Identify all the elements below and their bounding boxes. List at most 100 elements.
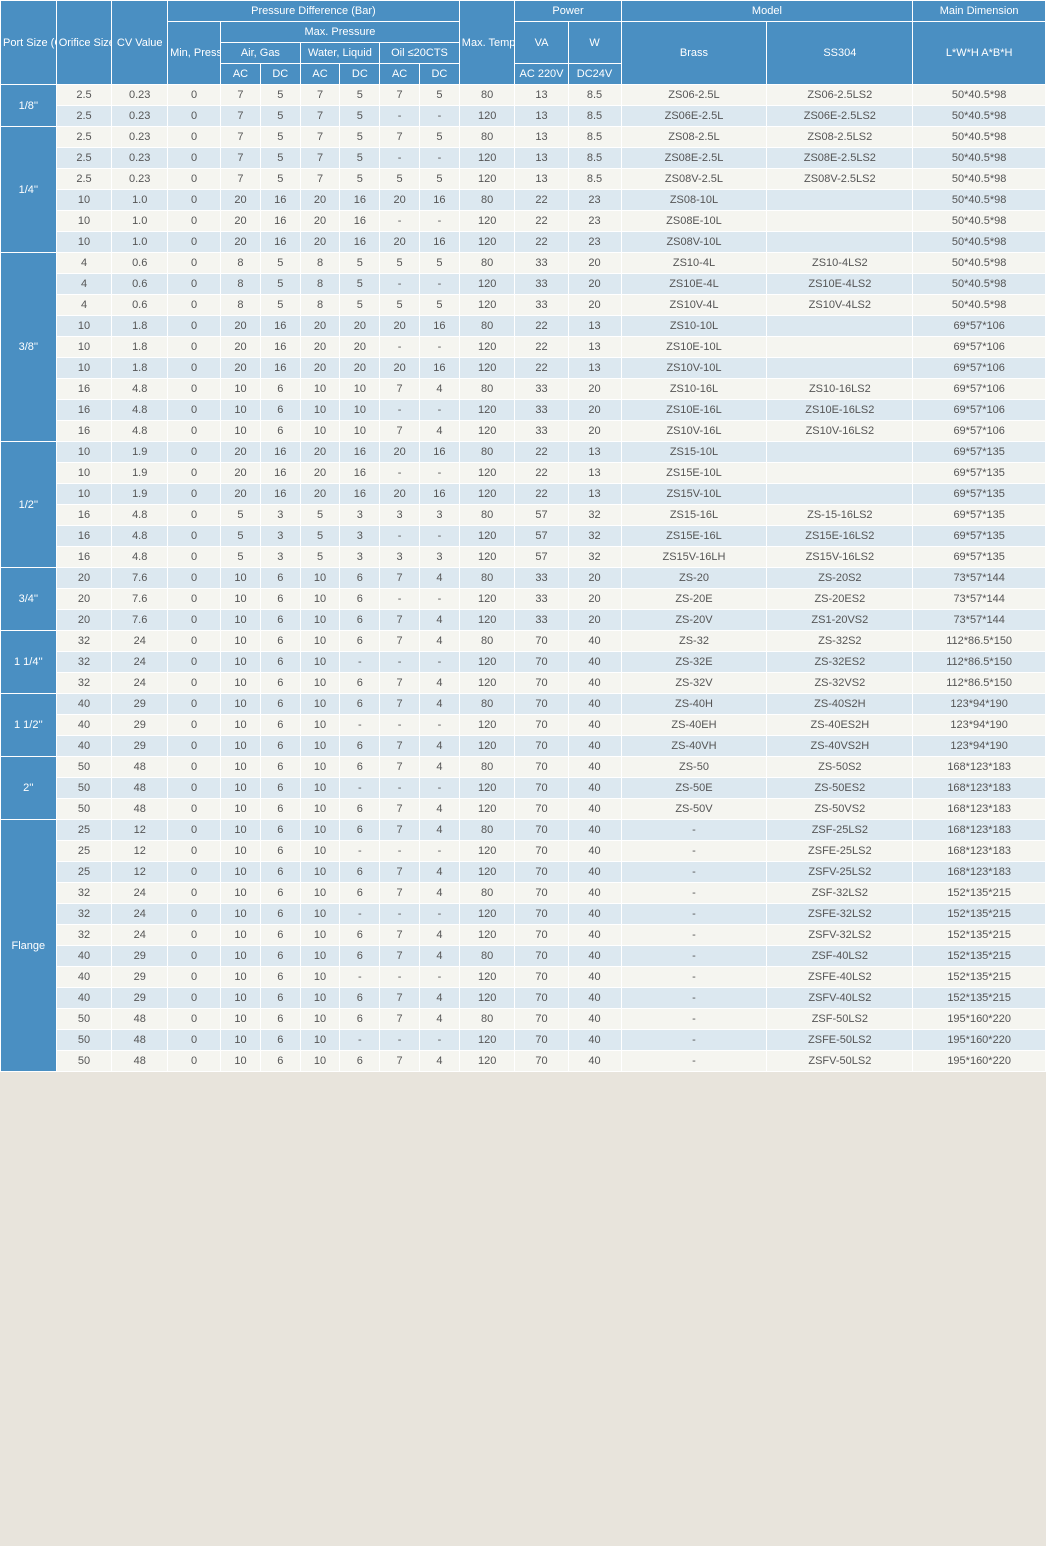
h-ac2: AC <box>300 64 340 85</box>
data-cell: 10 <box>300 715 340 736</box>
data-cell: ZS-40EH <box>621 715 767 736</box>
data-cell: 10 <box>221 652 261 673</box>
data-cell: 69*57*106 <box>913 379 1046 400</box>
data-cell: 80 <box>459 442 515 463</box>
data-cell: ZS15E-10L <box>621 463 767 484</box>
data-cell: 13 <box>568 442 621 463</box>
data-cell: 7 <box>380 421 420 442</box>
data-cell: 5 <box>420 295 460 316</box>
data-cell: 120 <box>459 484 515 505</box>
data-cell: ZSF-50LS2 <box>767 1009 913 1030</box>
data-cell: 10 <box>221 904 261 925</box>
data-cell: 120 <box>459 652 515 673</box>
table-row: 50480106106741207040ZS-50VZS-50VS2168*12… <box>1 799 1046 820</box>
data-cell: 8 <box>221 274 261 295</box>
data-cell: ZS08-2.5L <box>621 127 767 148</box>
data-cell: ZS10E-10L <box>621 337 767 358</box>
data-cell: 4.8 <box>112 379 168 400</box>
data-cell: 8 <box>221 295 261 316</box>
data-cell: 10 <box>221 967 261 988</box>
data-cell: 5 <box>340 127 380 148</box>
h-water: Water, Liquid <box>300 43 380 64</box>
data-cell: 6 <box>340 673 380 694</box>
data-cell: 7 <box>380 379 420 400</box>
data-cell: 70 <box>515 652 568 673</box>
data-cell: 4 <box>420 610 460 631</box>
data-cell: 10 <box>300 589 340 610</box>
data-cell: 29 <box>112 694 168 715</box>
data-cell: - <box>420 148 460 169</box>
port-cell: 1/4'' <box>1 127 57 253</box>
data-cell: 40 <box>568 1051 621 1072</box>
data-cell: 6 <box>340 820 380 841</box>
data-cell: 32 <box>56 883 112 904</box>
data-cell: 32 <box>56 904 112 925</box>
data-cell: ZS15E-16L <box>621 526 767 547</box>
data-cell: 10 <box>56 190 112 211</box>
table-row: 5048010610---1207040-ZSFE-50LS2195*160*2… <box>1 1030 1046 1051</box>
data-cell: 69*57*106 <box>913 337 1046 358</box>
data-cell: 22 <box>515 442 568 463</box>
data-cell: 1.0 <box>112 211 168 232</box>
data-cell: 0.6 <box>112 274 168 295</box>
data-cell: 0 <box>168 505 221 526</box>
data-cell <box>767 484 913 505</box>
data-cell: 120 <box>459 841 515 862</box>
data-cell: 0 <box>168 1030 221 1051</box>
data-cell: 10 <box>300 1051 340 1072</box>
data-cell: 20 <box>340 358 380 379</box>
table-row: Flange2512010610674807040-ZSF-25LS2168*1… <box>1 820 1046 841</box>
data-cell: 8.5 <box>568 148 621 169</box>
data-cell: 7 <box>380 925 420 946</box>
data-cell: ZS10E-4LS2 <box>767 274 913 295</box>
data-cell: 168*123*183 <box>913 757 1046 778</box>
data-cell: 70 <box>515 820 568 841</box>
table-header: Port Size (G) Orifice Size (mm) CV Value… <box>1 1 1046 85</box>
h-va2: AC 220V <box>515 64 568 85</box>
data-cell: 80 <box>459 85 515 106</box>
data-cell: 0 <box>168 463 221 484</box>
data-cell: 5 <box>420 169 460 190</box>
data-cell: 80 <box>459 883 515 904</box>
data-cell: 10 <box>221 1009 261 1030</box>
data-cell: 16 <box>260 190 300 211</box>
data-cell: 6 <box>260 631 300 652</box>
data-cell: 20 <box>568 421 621 442</box>
data-cell: 10 <box>300 1030 340 1051</box>
data-cell: 22 <box>515 337 568 358</box>
data-cell: 48 <box>112 778 168 799</box>
data-cell: 6 <box>340 799 380 820</box>
data-cell: ZSFV-32LS2 <box>767 925 913 946</box>
data-cell: 20 <box>300 232 340 253</box>
data-cell: 20 <box>568 589 621 610</box>
data-cell: 10 <box>300 925 340 946</box>
data-cell: 10 <box>56 442 112 463</box>
data-cell: 29 <box>112 988 168 1009</box>
data-cell: 70 <box>515 631 568 652</box>
data-cell: 33 <box>515 295 568 316</box>
data-cell: 10 <box>221 715 261 736</box>
data-cell: 69*57*135 <box>913 484 1046 505</box>
data-cell: 120 <box>459 988 515 1009</box>
data-cell: 6 <box>260 862 300 883</box>
data-cell: 5 <box>340 253 380 274</box>
data-cell: 24 <box>112 883 168 904</box>
data-cell: 48 <box>112 1051 168 1072</box>
data-cell: 16 <box>420 442 460 463</box>
data-cell: 20 <box>56 610 112 631</box>
data-cell: 120 <box>459 589 515 610</box>
data-cell: ZS08E-2.5L <box>621 148 767 169</box>
data-cell: 20 <box>380 358 420 379</box>
h-dim: Main Dimension <box>913 1 1046 22</box>
table-row: 4029010610674807040-ZSF-40LS2152*135*215 <box>1 946 1046 967</box>
data-cell: 120 <box>459 715 515 736</box>
data-cell: - <box>621 883 767 904</box>
data-cell: - <box>380 778 420 799</box>
data-cell: 10 <box>300 568 340 589</box>
data-cell: 16 <box>56 526 112 547</box>
data-cell: - <box>340 715 380 736</box>
data-cell: 40 <box>568 778 621 799</box>
data-cell: 168*123*183 <box>913 841 1046 862</box>
data-cell: 195*160*220 <box>913 1030 1046 1051</box>
data-cell: 40 <box>568 883 621 904</box>
